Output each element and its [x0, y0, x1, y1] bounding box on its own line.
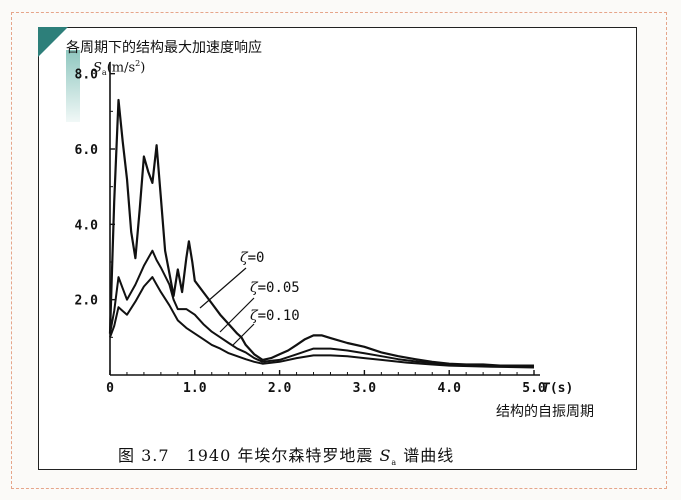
- ticks: 0 1.0 2.0 3.0 4.0 5.0T(s) 2.0 4.0 6.0 8.0: [75, 68, 574, 396]
- annotation-max-acceleration: 各周期下的结构最大加速度响应: [66, 40, 262, 56]
- series-line-1: [109, 249, 535, 368]
- y-tick-label: 2.0: [75, 294, 99, 309]
- x-axis-title: T(s): [542, 381, 573, 396]
- caption-suffix: 谱曲线: [403, 446, 455, 465]
- series-label-0: ζ=0: [240, 250, 264, 266]
- series-line-2: [109, 276, 535, 369]
- axes: [109, 62, 540, 376]
- series-leader-2: [231, 323, 255, 347]
- x-tick-label: 4.0: [437, 381, 461, 396]
- accent-corner: [38, 27, 68, 57]
- annotation-natural-period: 结构的自振周期: [496, 404, 594, 420]
- caption-prefix: 图 3.7 1940 年埃尔森特罗地震: [118, 446, 374, 465]
- outer-dashed-frame: [11, 12, 667, 489]
- x-tick-label: 2.0: [268, 381, 292, 396]
- x-tick-label: 1.0: [183, 381, 207, 396]
- curves: [108, 98, 535, 369]
- figure-caption: 图 3.7 1940 年埃尔森特罗地震 Sa 谱曲线: [118, 442, 454, 467]
- y-axis-subscript: a: [101, 67, 107, 77]
- caption-subscript: a: [391, 458, 398, 468]
- y-tick-label: 8.0: [75, 68, 99, 83]
- y-tick-label: 6.0: [75, 143, 99, 158]
- x-tick-label: 0: [106, 381, 114, 396]
- y-tick-label: 4.0: [75, 218, 99, 233]
- y-axis-unit-suffix: ): [140, 60, 146, 76]
- series-label-2: ζ=0.10: [250, 308, 300, 324]
- series-line-0: [108, 98, 534, 367]
- x-tick-label: 5.0: [522, 381, 546, 396]
- y-axis-unit-prefix: (m/s: [106, 60, 136, 76]
- y-axis-symbol: S: [93, 60, 102, 76]
- x-tick-label: 3.0: [353, 381, 377, 396]
- caption-symbol: S: [379, 446, 392, 465]
- y-axis-unit-exp: 2: [135, 59, 141, 68]
- accent-bar: [66, 50, 80, 122]
- figure-frame: [38, 27, 637, 470]
- series-labels: ζ=0 ζ=0.05 ζ=0.10: [199, 250, 300, 347]
- y-axis-label: Sa(m/s2): [93, 59, 145, 77]
- series-leader-1: [219, 297, 255, 333]
- series-leader-0: [199, 267, 247, 309]
- series-label-1: ζ=0.05: [250, 280, 300, 296]
